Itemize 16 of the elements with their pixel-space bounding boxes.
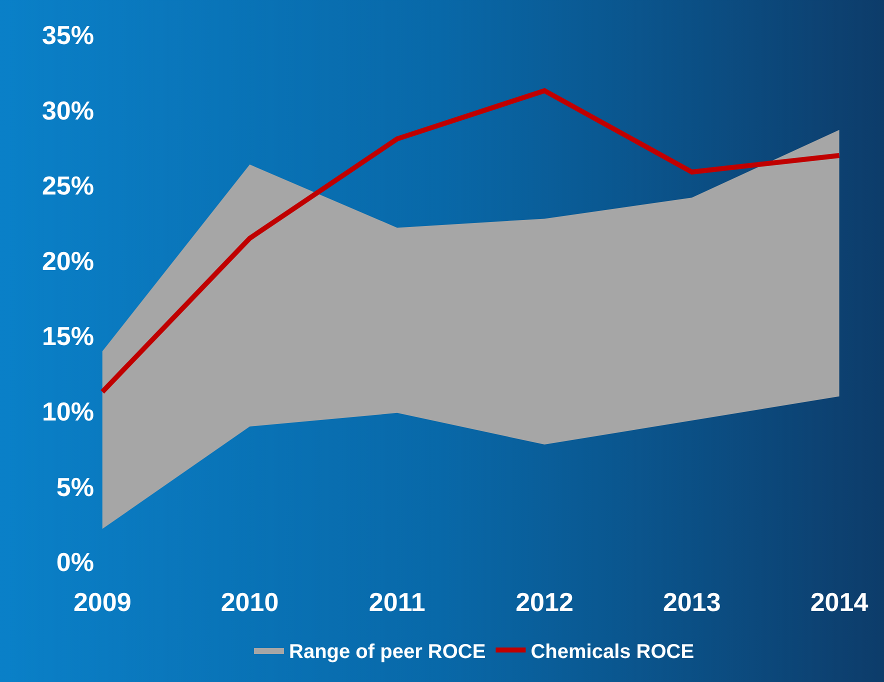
y-tick-label: 10% (42, 396, 94, 427)
y-tick-label: 20% (42, 246, 94, 276)
y-tick-label: 0% (56, 547, 94, 578)
y-tick-label: 30% (42, 95, 94, 126)
y-tick-label: 25% (42, 170, 94, 201)
x-tick-label: 2012 (516, 587, 574, 617)
x-tick-label: 2011 (368, 587, 426, 617)
legend-label: Chemicals ROCE (530, 640, 694, 663)
x-tick-label: 2013 (662, 587, 721, 617)
legend-label: Range of peer ROCE (289, 640, 486, 663)
y-tick-label: 35% (42, 20, 94, 50)
x-tick-label: 2014 (810, 587, 869, 617)
x-tick-label: 2009 (73, 587, 132, 617)
x-tick-label: 2010 (220, 587, 279, 617)
y-tick-label: 5% (56, 472, 94, 502)
y-tick-label: 15% (42, 321, 94, 352)
